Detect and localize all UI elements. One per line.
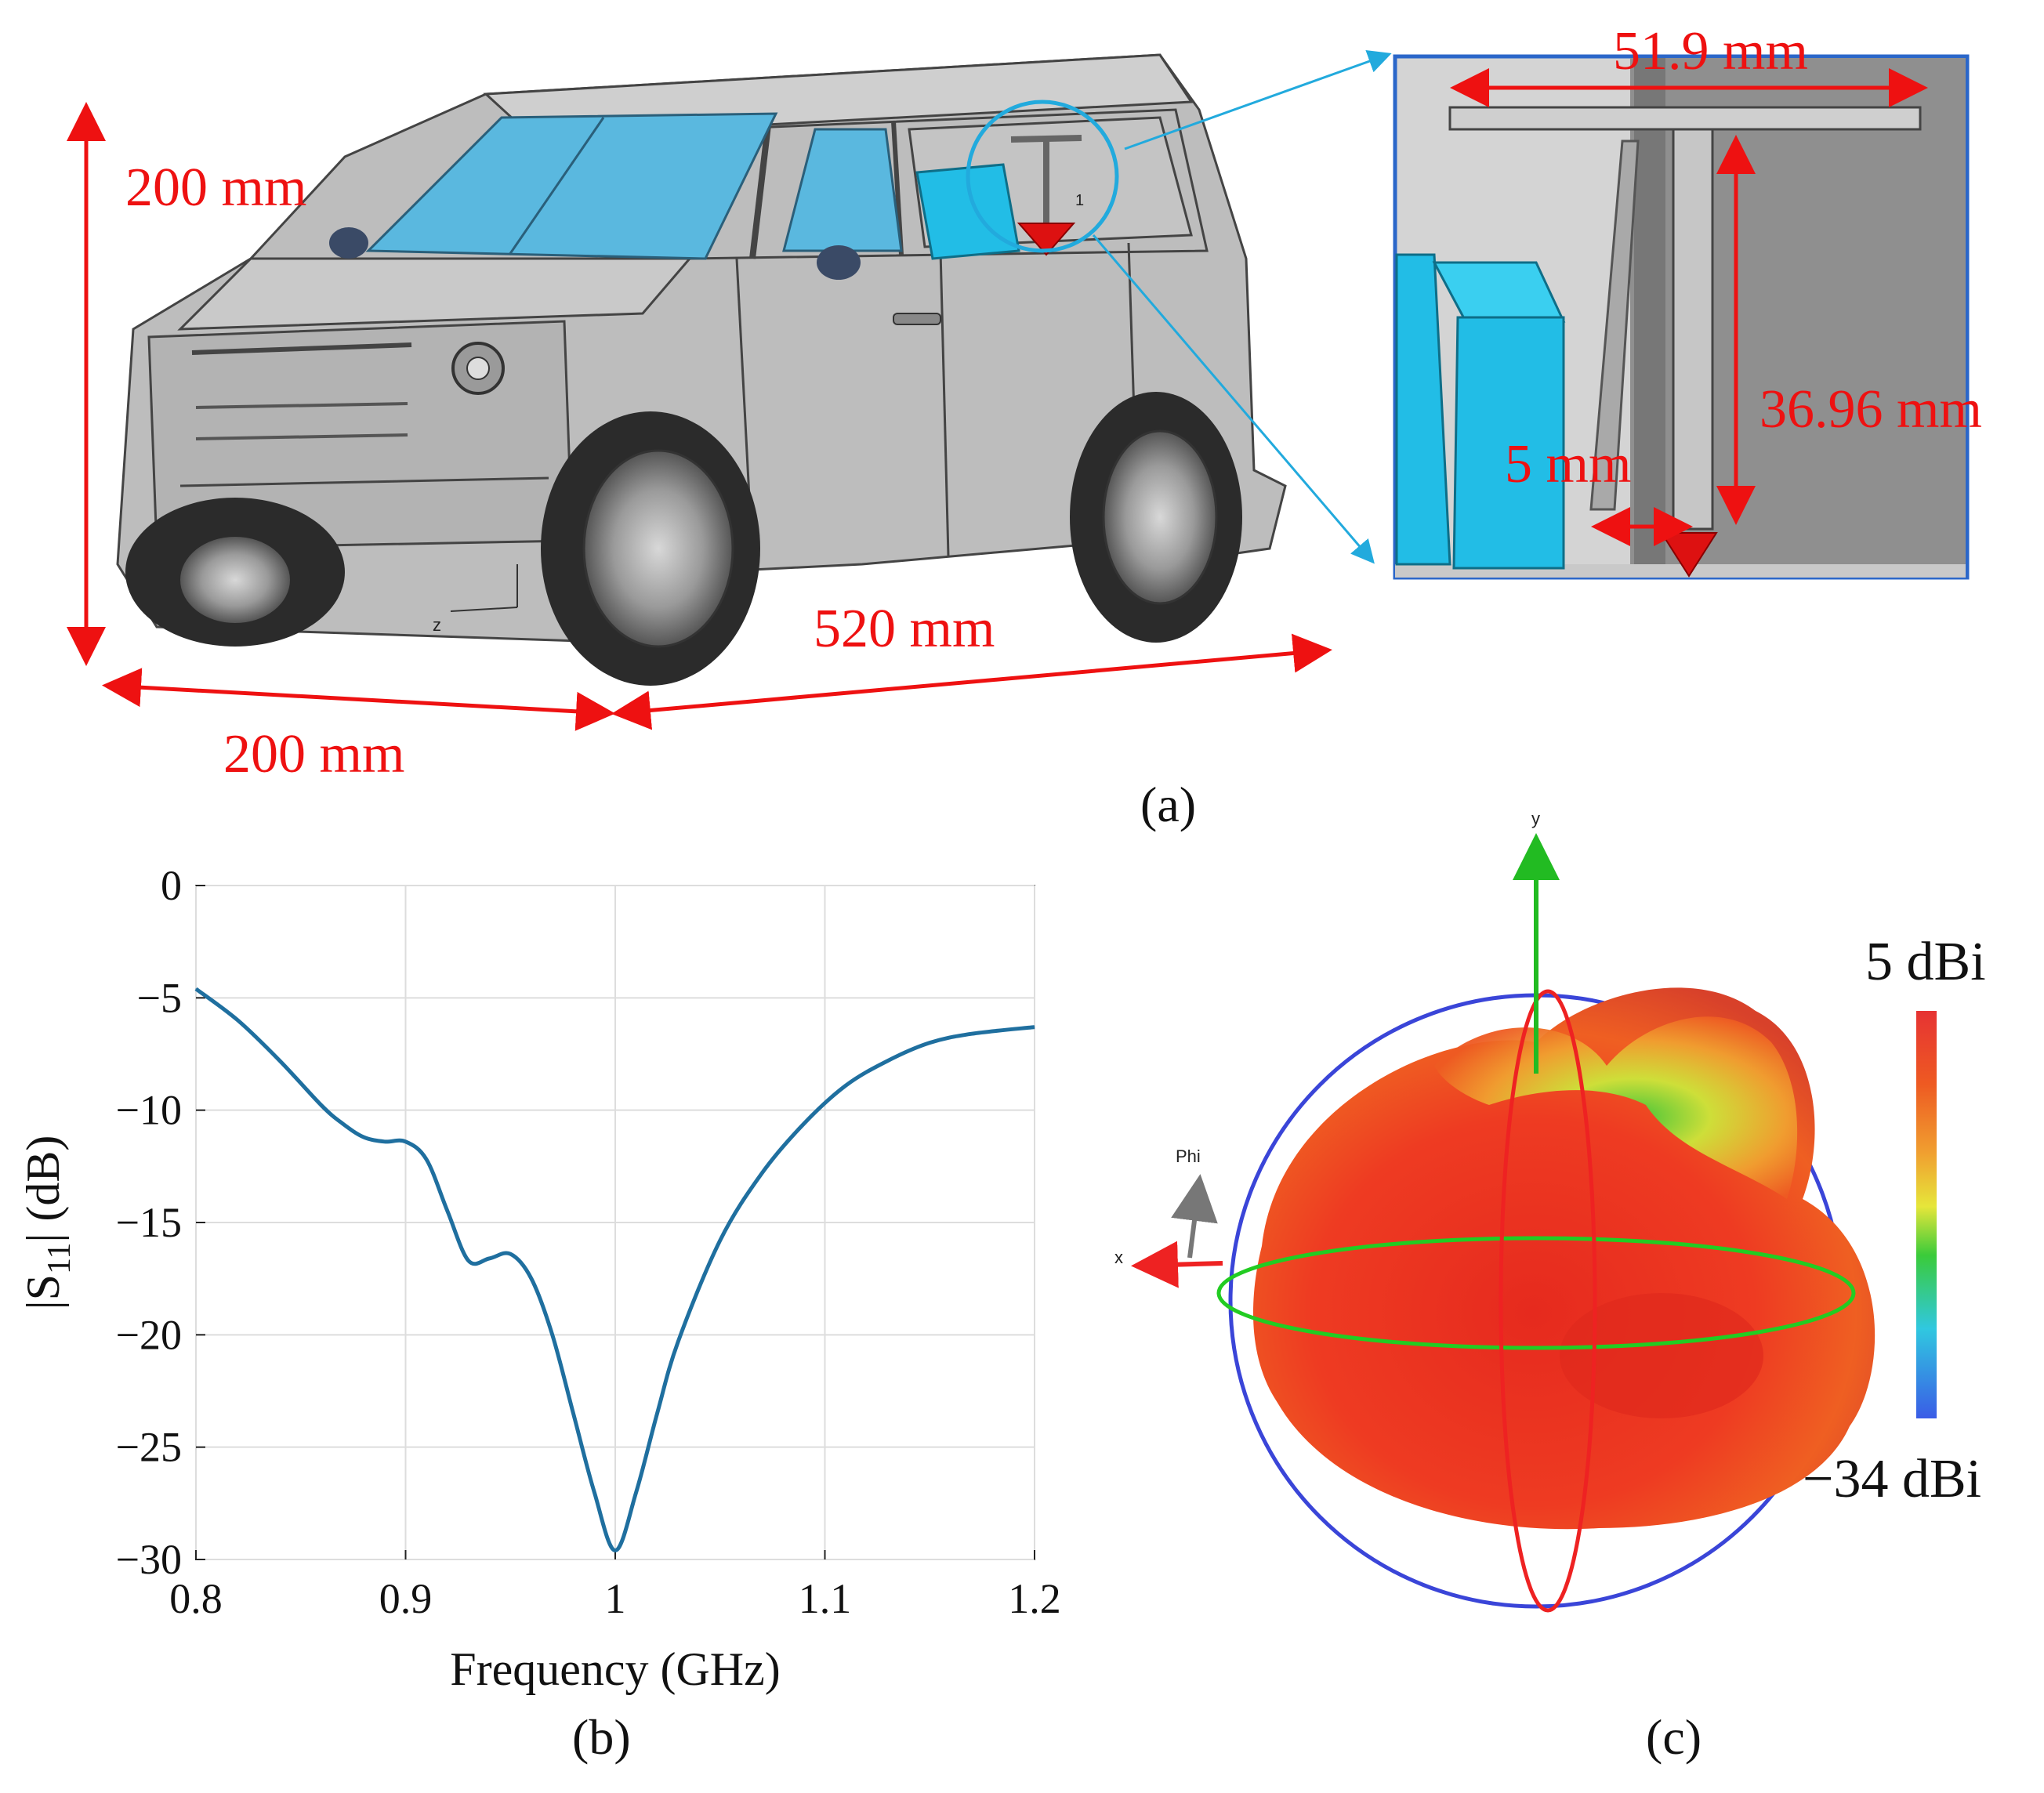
s11-point: [342, 1123, 343, 1125]
equator-ring: [1216, 1236, 1856, 1350]
dim-height-label: 200 mm: [125, 158, 306, 218]
s11-point: [489, 1258, 490, 1259]
y-axis-label-sub: 11: [42, 1243, 78, 1274]
x-tick-label: 1.2: [1008, 1575, 1061, 1622]
caption-b: (b): [572, 1709, 631, 1765]
s11-point: [573, 1413, 574, 1414]
vehicle-model-figure: 1 z 200 mm 200 mm 520 mm: [67, 21, 1982, 784]
y-axis-label-tail: | (dB): [17, 1136, 69, 1243]
s11-point: [614, 1550, 616, 1552]
s11-point: [405, 1141, 406, 1143]
antenna-in-car: [1010, 135, 1082, 256]
meridian-ring: [1499, 989, 1597, 1613]
s11-point: [803, 1123, 805, 1125]
callout-line-top: [1124, 49, 1392, 150]
x-tick-label: 0.8: [169, 1575, 223, 1622]
x-tick-label: 1: [605, 1575, 626, 1622]
s11-point: [677, 1341, 679, 1342]
y-ticks: 0 −5 −10 −15 −20 −25 −30: [116, 862, 205, 1583]
y-tick-label: −10: [116, 1087, 182, 1134]
axis-x-label: x: [1114, 1248, 1123, 1267]
dim-gap-label: 5 mm: [1505, 434, 1631, 494]
axis-y-label: y: [1531, 809, 1540, 828]
phi-label: Phi: [1176, 1146, 1201, 1166]
y-axis-label: |S11| (dB): [17, 1136, 78, 1310]
x-tick-label: 1.1: [799, 1575, 852, 1622]
s11-point: [195, 988, 197, 990]
s11-points: [195, 988, 1035, 1552]
dim-bar-label: 51.9 mm: [1613, 21, 1808, 82]
caption-a: (a): [1140, 777, 1197, 832]
y-tick-label: 0: [161, 862, 182, 909]
callout-circle: [966, 100, 1119, 253]
y-tick-label: −15: [116, 1199, 182, 1246]
colorbar: [1916, 1011, 1937, 1418]
dim-width-label: 200 mm: [223, 724, 404, 784]
panel-b: 0 −5 −10 −15 −20 −25 −30 0.8 0.9 1 1.1 1.2 Frequen…: [0, 846, 1097, 1793]
dim-monopole-label: 36.96 mm: [1760, 379, 1982, 440]
radiation-pattern-figure: y x Phi 5 dBi −34 dBi: [1114, 809, 1986, 1613]
interior-box: [915, 163, 1020, 260]
s11-point: [719, 1240, 721, 1241]
y-tick-label: −30: [116, 1536, 182, 1583]
axis-z-marker: z: [433, 564, 518, 635]
phi-arrow: [1171, 1174, 1218, 1259]
radiation-lobe: [1252, 987, 1875, 1530]
caption-c: (c): [1646, 1709, 1702, 1765]
x-tick-label: 0.9: [379, 1575, 433, 1622]
colorbar-min-label: −34 dBi: [1803, 1449, 1981, 1509]
dim-length-label: 520 mm: [814, 599, 995, 659]
s11-point: [761, 1172, 763, 1174]
callout-line-bottom: [1092, 234, 1375, 564]
y-axis-label-main: |S: [17, 1274, 69, 1309]
s11-point: [468, 1260, 469, 1262]
s11-point: [426, 1159, 427, 1161]
s11-point: [509, 1253, 511, 1255]
s11-point: [321, 1105, 322, 1107]
s11-chart: 0 −5 −10 −15 −20 −25 −30 0.8 0.9 1 1.1 1.2 Frequen…: [17, 862, 1061, 1695]
antenna-zoom-inset: [1393, 54, 1970, 580]
panel-a: 1 z 200 mm 200 mm 520 mm: [0, 0, 2044, 846]
y-tick-label: −20: [116, 1311, 182, 1358]
y-tick-label: −5: [137, 974, 182, 1021]
s11-point: [279, 1060, 281, 1062]
vehicle-wheels: [125, 392, 1242, 686]
s11-point: [887, 1060, 889, 1062]
x-ticks: 0.8 0.9 1 1.1 1.2: [169, 1550, 1061, 1622]
s11-point: [531, 1278, 532, 1280]
s11-point: [237, 1020, 238, 1021]
y-tick-label: −25: [116, 1424, 182, 1471]
x-axis-arrow: [1131, 1241, 1223, 1288]
s11-point: [657, 1413, 658, 1414]
colorbar-max-label: 5 dBi: [1865, 932, 1986, 992]
axis-z-label: z: [433, 615, 441, 635]
s11-point: [384, 1141, 386, 1143]
port-label: 1: [1075, 192, 1084, 209]
x-axis-label: Frequency (GHz): [450, 1643, 781, 1695]
s11-point: [593, 1491, 595, 1493]
dimension-arrows: [67, 102, 1332, 731]
panel-c: y x Phi 5 dBi −34 dBi (c): [1097, 807, 2044, 1793]
